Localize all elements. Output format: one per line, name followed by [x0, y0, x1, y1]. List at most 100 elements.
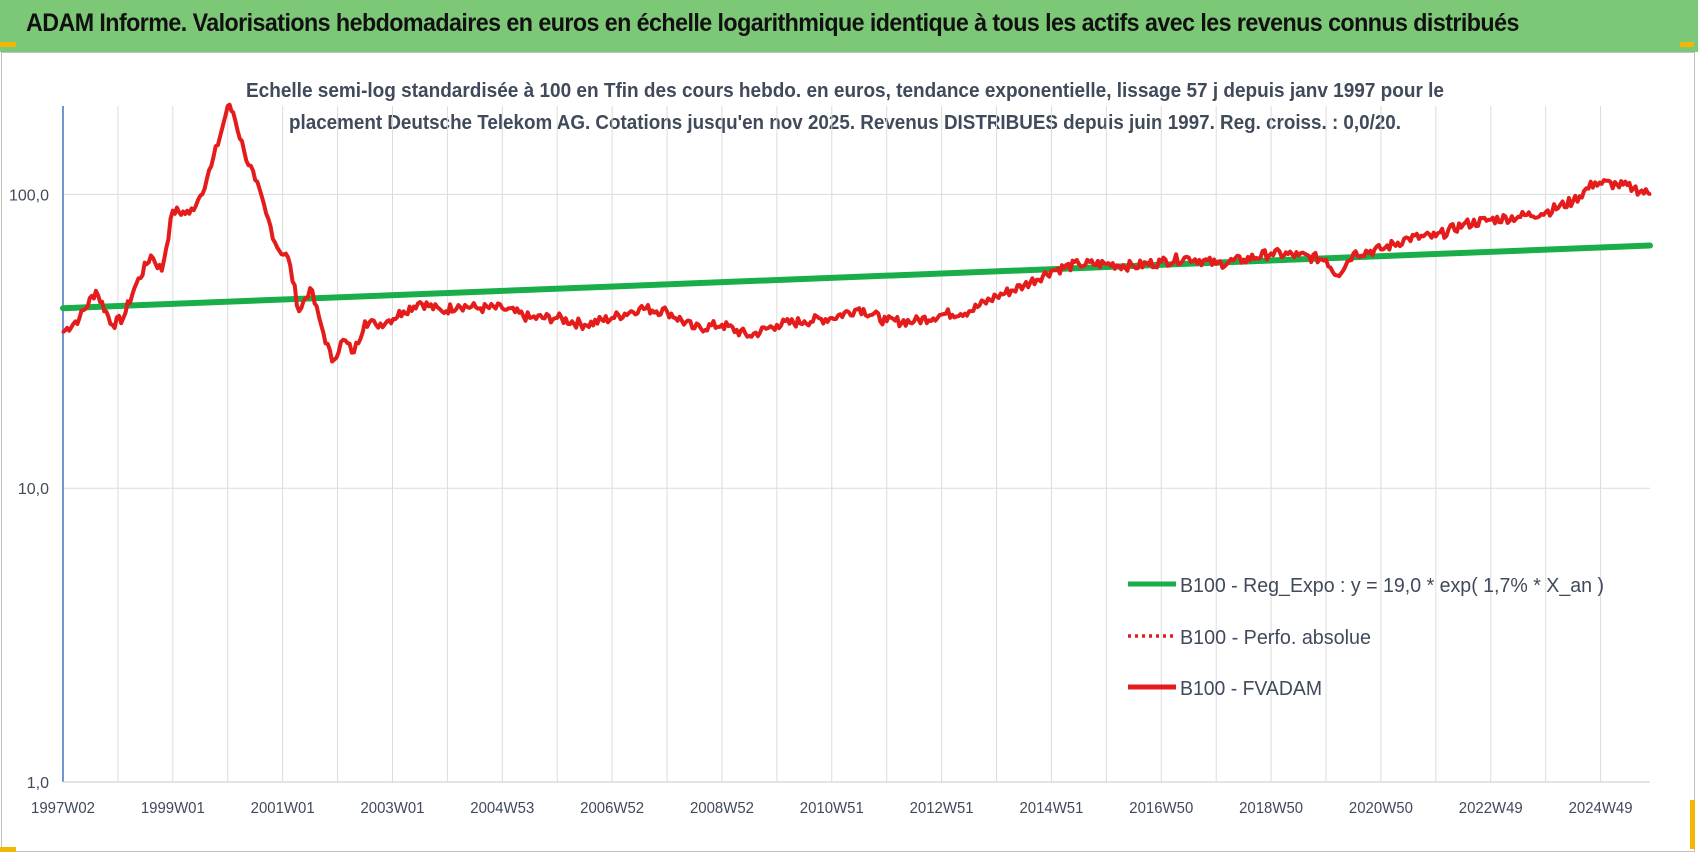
series-fvadam-point — [1297, 253, 1301, 257]
series-fvadam-point — [171, 209, 175, 213]
series-fvadam-point — [638, 306, 642, 310]
series-fvadam-line — [61, 102, 1652, 364]
series-fvadam-point — [363, 319, 367, 323]
x-tick-label: 2012W51 — [910, 800, 974, 817]
gridlines — [62, 106, 1650, 783]
x-tick-label: 2014W51 — [1019, 800, 1083, 817]
series-fvadam-point — [775, 323, 779, 327]
series-fvadam-point — [500, 306, 504, 310]
series-fvadam-point — [110, 323, 114, 327]
x-tick-label: 2006W52 — [580, 800, 644, 817]
x-tick-label: 2016W50 — [1129, 800, 1193, 817]
legend: B100 - Reg_Expo : y = 19,0 * exp( 1,7% *… — [1128, 575, 1604, 700]
series-fvadam-point — [1242, 258, 1246, 262]
y-tick-label: 100,0 — [9, 187, 49, 204]
x-tick-label: 1999W01 — [141, 800, 205, 817]
series-fvadam-point — [132, 286, 136, 290]
series-fvadam-point — [297, 309, 301, 313]
series-fvadam-point — [385, 319, 389, 323]
series-fvadam-point — [857, 306, 861, 310]
series-fvadam-point — [1049, 269, 1053, 273]
series-fvadam-point — [1132, 264, 1136, 268]
series-fvadam-point — [885, 319, 889, 323]
series-fvadam-point — [1516, 215, 1520, 219]
chart-title-line2: placement Deutsche Telekom AG. Cotations… — [289, 112, 1401, 134]
x-axis: 1997W02 1999W01 2001W01 2003W01 2004W53 2006W… — [31, 781, 1650, 817]
series-fvadam-point — [330, 359, 334, 363]
series-fvadam-point — [1593, 180, 1597, 184]
series-fvadam-point — [418, 300, 422, 304]
x-tick-label: 2008W52 — [690, 800, 754, 817]
corner-marker-top-left — [0, 42, 16, 47]
series-fvadam-point — [1571, 199, 1575, 203]
series-fvadam-point — [967, 309, 971, 313]
series-fvadam-point — [149, 253, 153, 257]
corner-marker-bottom-left — [0, 847, 16, 852]
corner-marker-top-right — [1680, 42, 1694, 47]
chart-title-line1: Echelle semi-log standardisée à 100 en T… — [246, 80, 1444, 102]
page-title: ADAM Informe. Valorisations hebdomadaire… — [26, 9, 1519, 37]
series-fvadam-point — [1461, 223, 1465, 227]
series-fvadam-point — [1351, 251, 1355, 255]
series-fvadam-point — [1104, 262, 1108, 266]
series-fvadam-point — [1544, 210, 1548, 214]
x-tick-label: 2003W01 — [360, 800, 424, 817]
series-fvadam-point — [264, 212, 268, 216]
series-fvadam-point — [1269, 251, 1273, 255]
series-fvadam-point — [374, 323, 378, 327]
series-fvadam-point — [1434, 234, 1438, 238]
series-fvadam-point — [1406, 236, 1410, 240]
x-tick-label: 2004W53 — [470, 800, 534, 817]
series-fvadam-point — [242, 150, 246, 154]
header-banner: ADAM Informe. Valorisations hebdomadaire… — [0, 0, 1698, 52]
series-fvadam-point — [995, 294, 999, 298]
y-axis: 1,0 10,0 100,0 — [9, 106, 64, 792]
series-fvadam-point — [401, 309, 405, 313]
y-tick-label: 10,0 — [18, 481, 49, 498]
x-tick-label: 2010W51 — [800, 800, 864, 817]
series-fvadam-point — [121, 316, 125, 320]
x-tick-label: 1997W02 — [31, 800, 95, 817]
series-fvadam-point — [1632, 186, 1636, 190]
series-fvadam-point — [456, 303, 460, 307]
series-fvadam-point — [253, 178, 257, 182]
series-fvadam-point — [231, 111, 235, 115]
series-fvadam-point — [1615, 183, 1619, 187]
series-fvadam-point — [1379, 247, 1383, 251]
x-tick-label: 2022W49 — [1459, 800, 1523, 817]
x-tick-label: 2001W01 — [251, 800, 315, 817]
series-fvadam-point — [1077, 262, 1081, 266]
series-fvadam-point — [802, 319, 806, 323]
series-fvadam-point — [912, 319, 916, 323]
series-reg-expo-line — [60, 242, 1653, 312]
series-fvadam-point — [1335, 273, 1339, 277]
series-fvadam-point — [1648, 192, 1652, 196]
series-fvadam-point — [440, 309, 444, 313]
series-fvadam-point — [830, 316, 834, 320]
series-fvadam-point — [220, 126, 224, 130]
series-fvadam-point — [209, 164, 213, 168]
series-fvadam-point — [1159, 260, 1163, 264]
series-fvadam-point — [160, 269, 164, 273]
series-layer — [60, 102, 1653, 364]
y-tick-label: 1,0 — [27, 775, 49, 792]
series-fvadam-point — [77, 316, 81, 320]
chart-frame — [1, 52, 1695, 852]
corner-marker-right-edge — [1690, 800, 1695, 849]
series-fvadam-point — [1214, 262, 1218, 266]
series-fvadam-point — [1187, 256, 1191, 260]
series-fvadam-point — [1022, 283, 1026, 287]
series-fvadam-point — [308, 286, 312, 290]
series-fvadam-point — [226, 104, 230, 108]
series-fvadam-point — [352, 350, 356, 354]
series-fvadam-point — [1489, 218, 1493, 222]
series-fvadam-point — [286, 256, 290, 260]
series-fvadam-point — [693, 326, 697, 330]
series-fvadam-point — [528, 316, 532, 320]
series-fvadam-point — [187, 212, 191, 216]
series-fvadam-point — [275, 245, 279, 249]
series-fvadam-point — [61, 330, 65, 334]
series-fvadam-point — [665, 309, 669, 313]
series-fvadam-point — [341, 338, 345, 342]
